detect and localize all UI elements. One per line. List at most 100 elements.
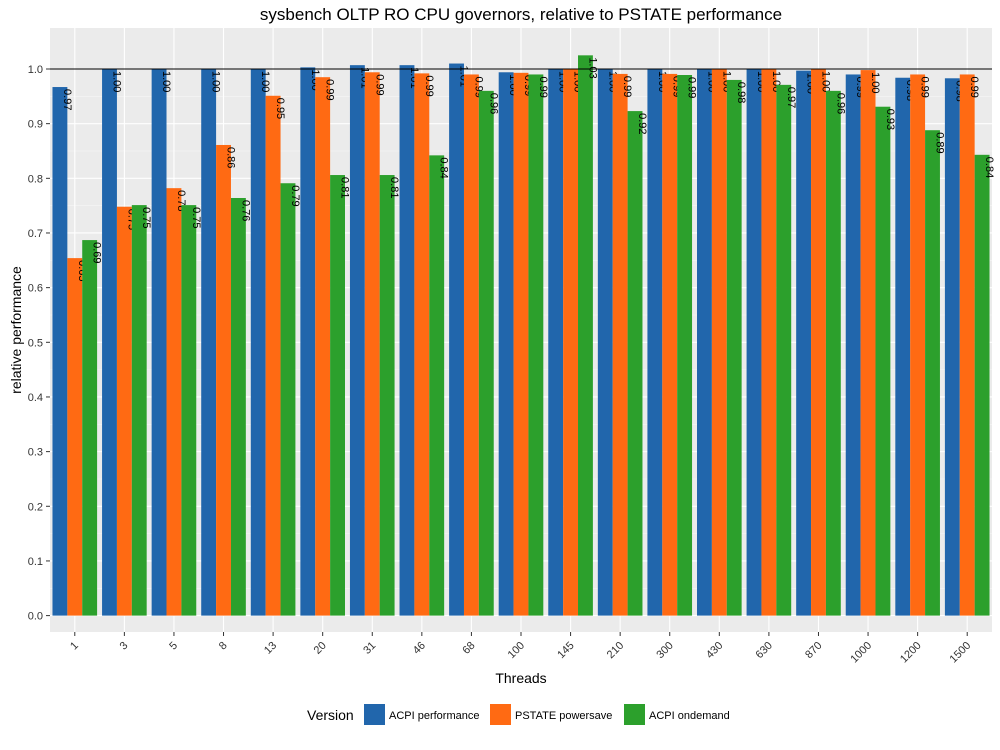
- y-tick-label: 0.1: [28, 556, 43, 568]
- data-label: 0.76: [239, 200, 251, 221]
- bar: [379, 175, 395, 616]
- y-tick-label: 1.0: [28, 64, 43, 76]
- bar: [330, 175, 345, 616]
- y-tick-label: 0.6: [28, 283, 43, 295]
- bars-group: 0.971.00 1.00 1.00 1.00 1.00 1.01 1.01 1.01 1.00…: [52, 55, 995, 616]
- legend-title: Version: [307, 707, 354, 723]
- legend: Version ACPI performance PSTATE powersave…: [307, 704, 730, 725]
- data-label: 0.99: [324, 79, 336, 100]
- bar: [131, 205, 147, 616]
- bar: [151, 68, 167, 616]
- legend-label: ACPI performance: [389, 710, 479, 722]
- bar: [796, 70, 812, 616]
- bar: [265, 95, 281, 616]
- bar: [711, 68, 727, 616]
- data-label: 1.00: [869, 72, 881, 93]
- bar: [478, 90, 494, 616]
- data-label: 0.69: [91, 242, 103, 263]
- data-label: 0.84: [983, 157, 995, 178]
- bar: [746, 68, 762, 616]
- data-label: 0.92: [636, 113, 648, 134]
- data-label: 0.81: [339, 177, 351, 198]
- data-label: 0.96: [834, 93, 846, 114]
- legend-label: ACPI ondemand: [649, 710, 730, 722]
- x-tick-label: 68: [460, 640, 477, 657]
- data-label: 0.75: [140, 207, 152, 228]
- bar: [498, 72, 514, 616]
- x-tick-label: 20: [312, 640, 329, 657]
- bar: [776, 84, 792, 616]
- bar: [895, 77, 911, 616]
- y-tick-label: 0.8: [28, 173, 43, 185]
- bar: [315, 77, 331, 616]
- bar: [825, 90, 841, 616]
- data-label: 0.79: [289, 185, 301, 206]
- bar: [647, 68, 663, 616]
- bar: [578, 55, 593, 616]
- bar: [761, 68, 777, 616]
- data-label: 0.93: [884, 109, 896, 130]
- legend-swatch: [364, 704, 385, 725]
- bar: [612, 73, 628, 616]
- data-label: 1.00: [110, 71, 122, 92]
- y-axis: 0.0 0.1 0.2 0.3 0.4 0.5 0.6 0.7 0.8 0.9 1.0: [28, 64, 50, 623]
- bar: [82, 240, 98, 616]
- x-axis-title: Threads: [495, 670, 546, 686]
- bar: [811, 68, 826, 616]
- x-tick-label: 1500: [948, 640, 974, 666]
- data-label: 1.03: [586, 57, 598, 78]
- y-tick-label: 0.9: [28, 119, 43, 131]
- data-label: 0.99: [621, 76, 633, 97]
- data-label: 0.75: [190, 207, 202, 228]
- bar: [597, 68, 613, 616]
- x-tick-label: 1000: [848, 640, 874, 666]
- data-label: 0.97: [785, 87, 797, 108]
- x-tick-label: 3: [118, 640, 131, 653]
- data-label: 0.97: [61, 89, 73, 110]
- bar: [429, 155, 445, 616]
- y-tick-label: 0.0: [28, 611, 43, 623]
- bar: [280, 183, 296, 616]
- data-label: 0.95: [274, 98, 286, 119]
- x-tick-label: 300: [654, 640, 675, 661]
- data-label: 0.81: [388, 177, 400, 198]
- x-tick-label: 13: [262, 640, 279, 657]
- data-label: 1.00: [259, 71, 271, 92]
- x-tick-label: 8: [217, 640, 230, 653]
- bar: [528, 74, 544, 616]
- bar: [102, 68, 117, 616]
- bar: [627, 111, 643, 616]
- x-tick-label: 630: [754, 640, 775, 661]
- data-label: 0.99: [919, 76, 931, 97]
- bar: [67, 258, 83, 616]
- y-tick-label: 0.7: [28, 228, 43, 240]
- data-label: 0.98: [735, 82, 747, 103]
- data-label: 0.86: [225, 147, 237, 168]
- data-label: 0.89: [934, 132, 946, 153]
- bar: [449, 63, 464, 616]
- bar: [959, 74, 975, 616]
- legend-swatch: [490, 704, 511, 725]
- data-label: 0.99: [373, 74, 385, 95]
- bar: [677, 75, 693, 616]
- y-axis-title: relative performance: [8, 266, 24, 394]
- y-tick-label: 0.2: [28, 501, 43, 513]
- bar: [52, 87, 68, 616]
- bar: [116, 206, 132, 616]
- bar: [399, 65, 415, 616]
- bar: [181, 205, 197, 616]
- bar: [300, 67, 316, 616]
- data-label: 1.00: [210, 71, 222, 92]
- x-tick-label: 5: [167, 640, 180, 653]
- bar: [944, 78, 960, 616]
- y-tick-label: 0.4: [28, 392, 43, 404]
- bar: [463, 74, 479, 616]
- bar: [925, 130, 940, 616]
- x-tick-label: 430: [704, 640, 725, 661]
- bar: [364, 72, 380, 616]
- bar: [697, 68, 712, 616]
- bar: [230, 197, 246, 616]
- bar: [513, 72, 529, 616]
- x-tick-label: 210: [605, 640, 626, 661]
